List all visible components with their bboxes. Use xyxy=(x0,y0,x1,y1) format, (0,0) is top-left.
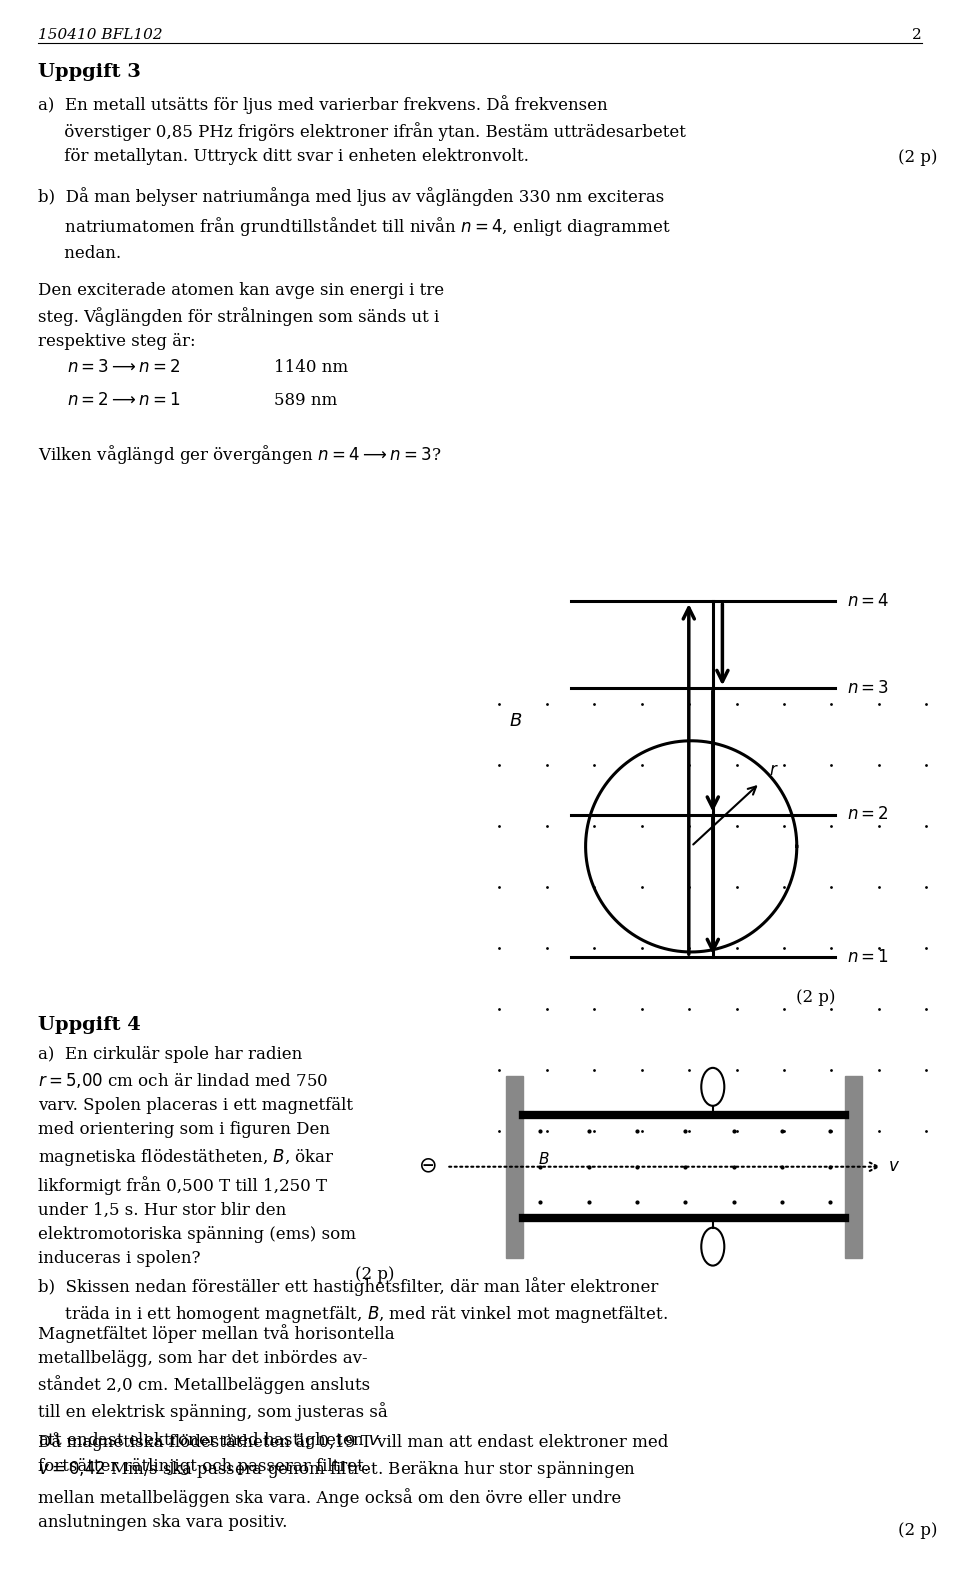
Text: $n = 2 \longrightarrow n = 1$: $n = 2 \longrightarrow n = 1$ xyxy=(67,392,181,410)
Text: (2 p): (2 p) xyxy=(796,989,835,1006)
Text: $n=4$: $n=4$ xyxy=(847,593,889,609)
Text: $n=2$: $n=2$ xyxy=(847,807,889,823)
Text: 150410 BFL102: 150410 BFL102 xyxy=(38,28,163,43)
Text: b)  Då man belyser natriumånga med ljus av våglängden 330 nm exciteras
     natr: b) Då man belyser natriumånga med ljus a… xyxy=(38,187,671,263)
Text: Då magnetiska flödestätheten är 0,19 T vill man att endast elektroner med
$v = 0: Då magnetiska flödestätheten är 0,19 T v… xyxy=(38,1432,669,1531)
Text: Uppgift 3: Uppgift 3 xyxy=(38,63,141,81)
Text: Vilken våglängd ger övergången $n = 4 \longrightarrow n = 3$?: Vilken våglängd ger övergången $n = 4 \l… xyxy=(38,443,442,467)
Text: $n = 3 \longrightarrow n = 2$: $n = 3 \longrightarrow n = 2$ xyxy=(67,359,181,377)
Text: Uppgift 4: Uppgift 4 xyxy=(38,1016,141,1033)
Text: $\ominus$: $\ominus$ xyxy=(418,1156,437,1177)
Text: (2 p): (2 p) xyxy=(898,149,937,166)
Text: $n=1$: $n=1$ xyxy=(847,949,889,965)
Bar xyxy=(845,1076,862,1258)
Bar xyxy=(506,1076,523,1258)
Text: $n=3$: $n=3$ xyxy=(847,680,889,696)
Text: 2: 2 xyxy=(912,28,922,43)
Text: Magnetfältet löper mellan två horisontella
metallbelägg, som har det inbördes av: Magnetfältet löper mellan två horisontel… xyxy=(38,1324,395,1474)
Text: (2 p): (2 p) xyxy=(898,1522,937,1539)
Text: a)  En cirkulär spole har radien
$r = 5{,}00$ cm och är lindad med 750
varv. Spo: a) En cirkulär spole har radien $r = 5{,… xyxy=(38,1046,356,1267)
Text: $B$: $B$ xyxy=(509,712,522,729)
Text: $B$: $B$ xyxy=(538,1150,549,1168)
Text: b)  Skissen nedan föreställer ett hastighetsfilter, där man låter elektroner
   : b) Skissen nedan föreställer ett hastigh… xyxy=(38,1277,668,1324)
Text: (2 p): (2 p) xyxy=(355,1266,395,1283)
Text: 589 nm: 589 nm xyxy=(274,392,337,410)
Text: Den exciterade atomen kan avge sin energi i tre
steg. Våglängden för strålningen: Den exciterade atomen kan avge sin energ… xyxy=(38,282,444,350)
Text: $v$: $v$ xyxy=(888,1158,900,1175)
Text: $r$: $r$ xyxy=(769,763,780,778)
Text: 1140 nm: 1140 nm xyxy=(274,359,348,377)
Text: a)  En metall utsätts för ljus med varierbar frekvens. Då frekvensen
     överst: a) En metall utsätts för ljus med varier… xyxy=(38,95,686,165)
